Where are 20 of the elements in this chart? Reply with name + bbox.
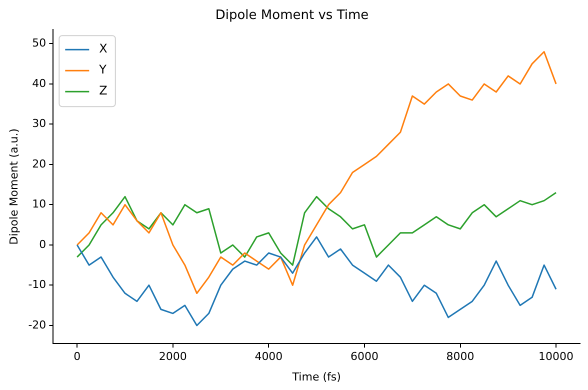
x-tick-label: 4000 bbox=[254, 350, 283, 364]
chart-title: Dipole Moment vs Time bbox=[215, 8, 369, 24]
y-tick-label: -10 bbox=[28, 278, 46, 292]
y-tick-label: 20 bbox=[32, 157, 46, 170]
y-tick-label: 40 bbox=[32, 76, 46, 90]
x-tick-label: 6000 bbox=[350, 350, 378, 364]
y-tick-label: 10 bbox=[32, 198, 46, 211]
y-tick-label: 30 bbox=[32, 117, 46, 130]
x-tick-label: 0 bbox=[74, 350, 81, 364]
x-tick-label: 10000 bbox=[538, 350, 574, 364]
x-tick-label: 8000 bbox=[446, 350, 474, 364]
x-axis-title: Time (fs) bbox=[291, 370, 341, 384]
y-tick-label: 50 bbox=[32, 36, 46, 50]
legend-label: Y bbox=[98, 62, 108, 77]
legend-label: X bbox=[99, 42, 108, 56]
y-tick-label: -20 bbox=[28, 318, 46, 332]
y-axis-title: Dipole Moment (a.u.) bbox=[7, 128, 20, 245]
legend-label: Z bbox=[99, 84, 108, 98]
y-tick-label: 0 bbox=[39, 238, 46, 251]
x-tick-label: 2000 bbox=[158, 350, 187, 364]
